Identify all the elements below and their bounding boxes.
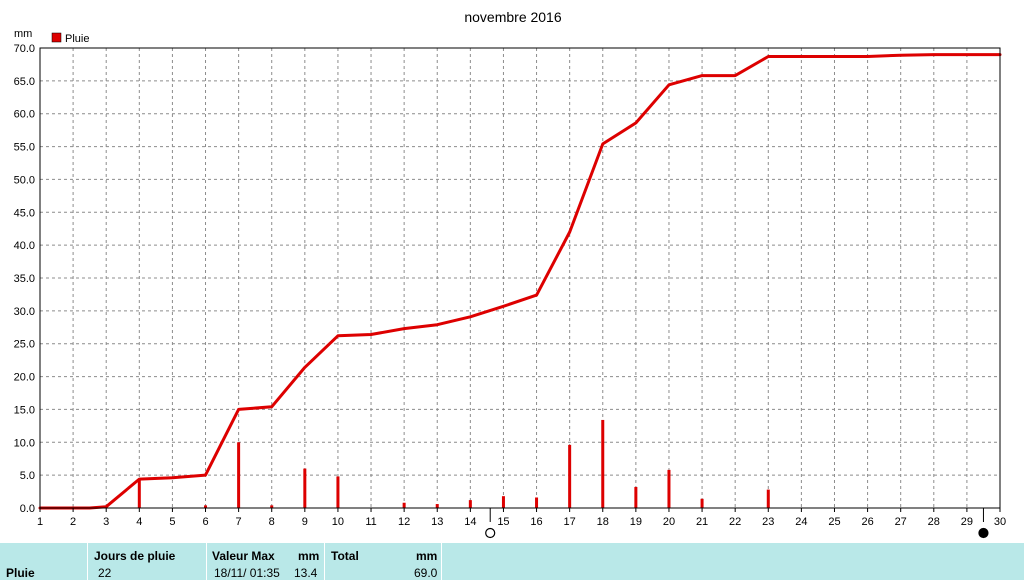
x-tick-label: 14 [464,516,476,528]
x-tick-label: 16 [530,516,542,528]
new-moon-icon [978,527,989,539]
x-tick-label: 11 [365,516,376,528]
daily-rain-bar [402,502,406,508]
x-tick-label: 3 [103,516,109,528]
max-value-label: Valeur Max [212,549,275,563]
axes: 0.0 5.0 10.0 15.0 20.0 25.0 30.0 35.0 40.0 45.0 50… [14,43,1007,528]
y-tick-label: 70.0 [14,43,35,55]
total-box: Total mm 69.0 [324,543,442,580]
y-tick-label: 0.0 [20,503,35,515]
x-tick-label: 2 [70,516,76,528]
daily-rain-bar [435,504,439,508]
cumulative-rain-line [38,53,1002,510]
daily-rain-bar [204,505,208,508]
y-tick-label: 5.0 [20,470,35,482]
legend-swatch [51,32,62,43]
total-label: Total [331,549,359,563]
cumulative-line [38,53,1002,510]
daily-rain-bar [237,442,241,508]
rain-chart: novembre 2016 mm Pluie 0.0 5.0 10.0 15.0 20.… [14,9,1007,539]
x-tick-label: 28 [928,516,940,528]
daily-rain-bar [700,498,704,508]
total-unit: mm [416,549,438,563]
plot-frame [39,47,1001,509]
grid [40,47,1000,508]
x-tick-label: 10 [332,516,344,528]
y-tick-label: 30.0 [14,306,35,318]
max-value-amount: 13.4 [294,566,318,580]
x-tick-label: 7 [236,516,242,528]
x-tick-label: 12 [398,516,410,528]
daily-rain-bar [766,489,770,508]
max-value-unit: mm [298,549,320,563]
total-value: 69.0 [414,566,438,580]
y-tick-label: 65.0 [14,76,35,88]
daily-rain-bar [501,496,505,508]
stats-row-label: Pluie [6,566,35,580]
legend-label: Pluie [65,33,89,45]
full-moon-icon [485,527,496,539]
stats-panel: Pluie Jours de pluie 22 Valeur Max mm 18… [0,543,1024,580]
x-tick-label: 1 [37,516,43,528]
x-tick-label: 5 [169,516,175,528]
x-tick-label: 19 [630,516,642,528]
y-tick-label: 10.0 [14,437,35,449]
y-axis-unit: mm [14,28,32,40]
y-tick-label: 50.0 [14,174,35,186]
rain-days-label: Jours de pluie [94,549,176,563]
daily-rain-bar [468,500,472,508]
y-tick-label: 15.0 [14,404,35,416]
max-value-box: Valeur Max mm 18/11/ 01:35 13.4 [206,543,323,580]
x-tick-label: 24 [795,516,807,528]
daily-rain-bar [137,480,141,508]
x-tick-label: 15 [497,516,509,528]
daily-rain-bar [270,505,274,508]
x-tick-label: 9 [302,516,308,528]
daily-rain-bar [634,486,638,508]
x-tick-label: 6 [202,516,208,528]
moon-phases [485,508,989,539]
daily-rain-bar [535,497,539,508]
x-tick-label: 27 [895,516,907,528]
x-tick-label: 29 [961,516,973,528]
x-tick-label: 30 [994,516,1006,528]
x-tick-label: 20 [663,516,675,528]
y-tick-label: 20.0 [14,372,35,384]
y-tick-label: 55.0 [14,142,35,154]
daily-rain-bar [336,476,340,508]
x-tick-label: 17 [564,516,576,528]
y-tick-label: 40.0 [14,240,35,252]
daily-rain-bar [303,468,307,508]
x-tick-label: 13 [431,516,443,528]
rain-days-value: 22 [98,566,112,580]
daily-rain-bar [568,444,572,508]
rain-days-box: Jours de pluie 22 [87,543,206,580]
x-tick-label: 18 [597,516,609,528]
x-tick-label: 22 [729,516,741,528]
x-tick-label: 21 [696,516,708,528]
x-tick-label: 23 [762,516,774,528]
x-tick-label: 8 [269,516,275,528]
x-tick-label: 4 [136,516,142,528]
y-tick-label: 35.0 [14,273,35,285]
daily-rain-bars [137,419,770,508]
max-value-date: 18/11/ 01:35 [214,566,280,580]
chart-title: novembre 2016 [464,9,562,25]
x-tick-label: 26 [861,516,873,528]
y-tick-label: 60.0 [14,109,35,121]
x-tick-label: 25 [828,516,840,528]
daily-rain-bar [667,469,671,508]
y-tick-label: 45.0 [14,207,35,219]
y-tick-label: 25.0 [14,339,35,351]
daily-rain-bar [601,419,605,508]
